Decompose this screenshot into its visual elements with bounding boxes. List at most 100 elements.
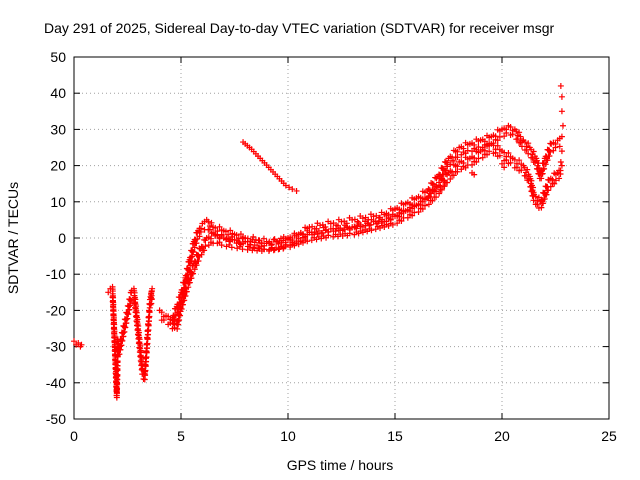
data-marker (547, 148, 554, 155)
data-marker (193, 262, 200, 269)
data-marker (547, 183, 554, 190)
data-marker (454, 154, 461, 161)
y-tick-label: 20 (50, 158, 66, 174)
data-marker (540, 200, 547, 207)
data-marker (558, 93, 565, 100)
y-tick-label: -30 (46, 339, 66, 355)
data-marker (182, 292, 189, 299)
data-marker (75, 339, 82, 346)
data-marker (78, 341, 85, 348)
data-marker (541, 165, 548, 172)
data-marker (318, 230, 325, 237)
data-marker (178, 305, 185, 312)
data-marker (432, 174, 439, 181)
data-marker (325, 232, 332, 239)
y-tick-label: -50 (46, 411, 66, 427)
data-marker (419, 206, 426, 213)
data-marker (181, 297, 188, 304)
data-marker (181, 291, 188, 298)
data-marker (148, 300, 155, 307)
data-marker (234, 237, 241, 244)
data-marker (525, 140, 532, 147)
data-marker (190, 270, 197, 277)
data-marker (218, 242, 225, 249)
data-marker (558, 162, 565, 169)
data-marker (436, 190, 443, 197)
data-marker (550, 147, 557, 154)
data-marker (545, 187, 552, 194)
data-marker (516, 157, 523, 164)
data-marker (552, 144, 559, 151)
x-tick-label: 15 (387, 428, 403, 444)
data-marker (559, 122, 566, 129)
data-marker (368, 227, 375, 234)
data-marker (544, 157, 551, 164)
data-marker (398, 218, 405, 225)
data-marker (557, 158, 564, 165)
data-marker (71, 338, 77, 345)
data-marker (486, 148, 493, 155)
data-marker (197, 228, 204, 235)
data-marker (557, 82, 564, 89)
data-marker (517, 133, 524, 140)
y-tick-label: 0 (58, 230, 66, 246)
data-marker (558, 148, 565, 155)
data-marker (339, 227, 346, 234)
x-tick-label: 25 (601, 428, 617, 444)
data-marker (208, 219, 215, 226)
y-tick-label: 40 (50, 85, 66, 101)
x-axis-label: GPS time / hours (287, 457, 394, 473)
chart-title: Day 291 of 2025, Sidereal Day-to-day VTE… (44, 20, 554, 36)
data-marker (438, 186, 445, 193)
data-marker (558, 108, 565, 115)
data-marker (429, 197, 436, 204)
data-marker (239, 235, 246, 242)
data-marker (501, 133, 508, 140)
data-marker (195, 257, 202, 264)
y-axis-label: SDTVAR / TECUs (5, 182, 21, 294)
data-marker (214, 232, 221, 239)
x-tick-label: 5 (177, 428, 185, 444)
y-tick-label: 10 (50, 194, 66, 210)
series-lower-band (167, 140, 565, 332)
data-marker (261, 246, 268, 253)
data-marker (250, 233, 257, 240)
data-marker (479, 154, 486, 161)
data-marker (201, 247, 208, 254)
data-marker (171, 324, 178, 331)
data-marker (216, 223, 223, 230)
data-marker (538, 204, 545, 211)
y-tick-label: 30 (50, 121, 66, 137)
data-marker (227, 227, 234, 234)
data-marker (507, 159, 514, 166)
series-isolated-points (105, 283, 156, 401)
data-marker (438, 176, 445, 183)
data-marker (558, 133, 565, 140)
data-marker (450, 172, 457, 179)
y-tick-label: 50 (50, 49, 66, 65)
data-points (71, 82, 566, 401)
data-marker (409, 212, 416, 219)
data-marker (105, 289, 112, 296)
data-marker (394, 220, 401, 227)
data-marker (522, 139, 529, 146)
data-marker (198, 251, 205, 258)
data-marker (260, 235, 267, 242)
data-marker (148, 294, 155, 301)
data-marker (286, 184, 293, 191)
y-tick-label: -20 (46, 302, 66, 318)
data-marker (160, 317, 167, 324)
data-marker (147, 301, 154, 308)
x-tick-label: 20 (494, 428, 510, 444)
data-marker (532, 193, 539, 200)
data-marker (546, 153, 553, 160)
data-marker (146, 304, 153, 311)
data-marker (228, 233, 235, 240)
data-marker (185, 284, 192, 291)
data-marker (421, 202, 428, 209)
data-marker (433, 188, 440, 195)
data-marker (509, 131, 516, 138)
data-marker (543, 191, 550, 198)
data-marker (454, 168, 461, 175)
